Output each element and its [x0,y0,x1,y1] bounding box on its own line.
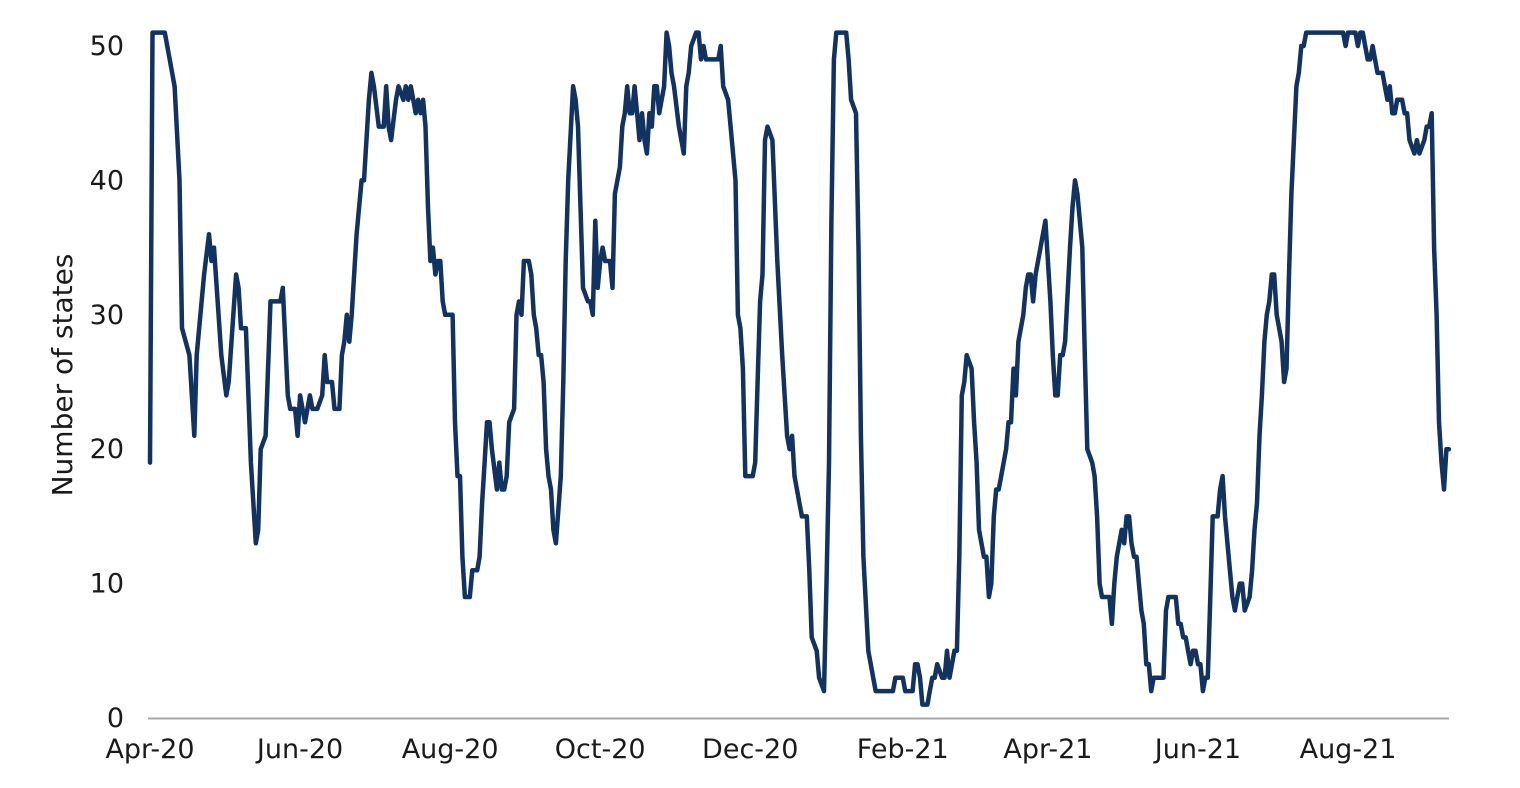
x-tick-label: Feb-21 [857,734,949,765]
y-axis-label: Number of states [46,254,79,497]
y-tick-label: 30 [90,300,124,331]
series-line [147,30,1452,707]
series-group [147,30,1452,707]
x-tick-label: Jun-21 [1153,734,1241,765]
y-axis-ticks: 0 10 20 30 40 50 [90,31,124,734]
x-tick-label: Jun-20 [255,734,343,765]
x-tick-label: Dec-20 [702,734,798,765]
y-tick-label: 20 [90,434,124,465]
x-tick-label: Apr-21 [1003,734,1092,765]
y-tick-label: 0 [107,703,124,734]
y-tick-label: 40 [90,165,124,196]
y-tick-label: 10 [90,569,124,600]
x-tick-label: Aug-20 [402,734,499,765]
x-tick-label: Aug-21 [1300,734,1397,765]
x-tick-label: Oct-20 [555,734,646,765]
y-tick-label: 50 [90,31,124,62]
x-axis-ticks: Apr-20 Jun-20 Aug-20 Oct-20 Dec-20 Feb-21 Apr-… [105,734,1396,765]
x-tick-label: Apr-20 [105,734,194,765]
